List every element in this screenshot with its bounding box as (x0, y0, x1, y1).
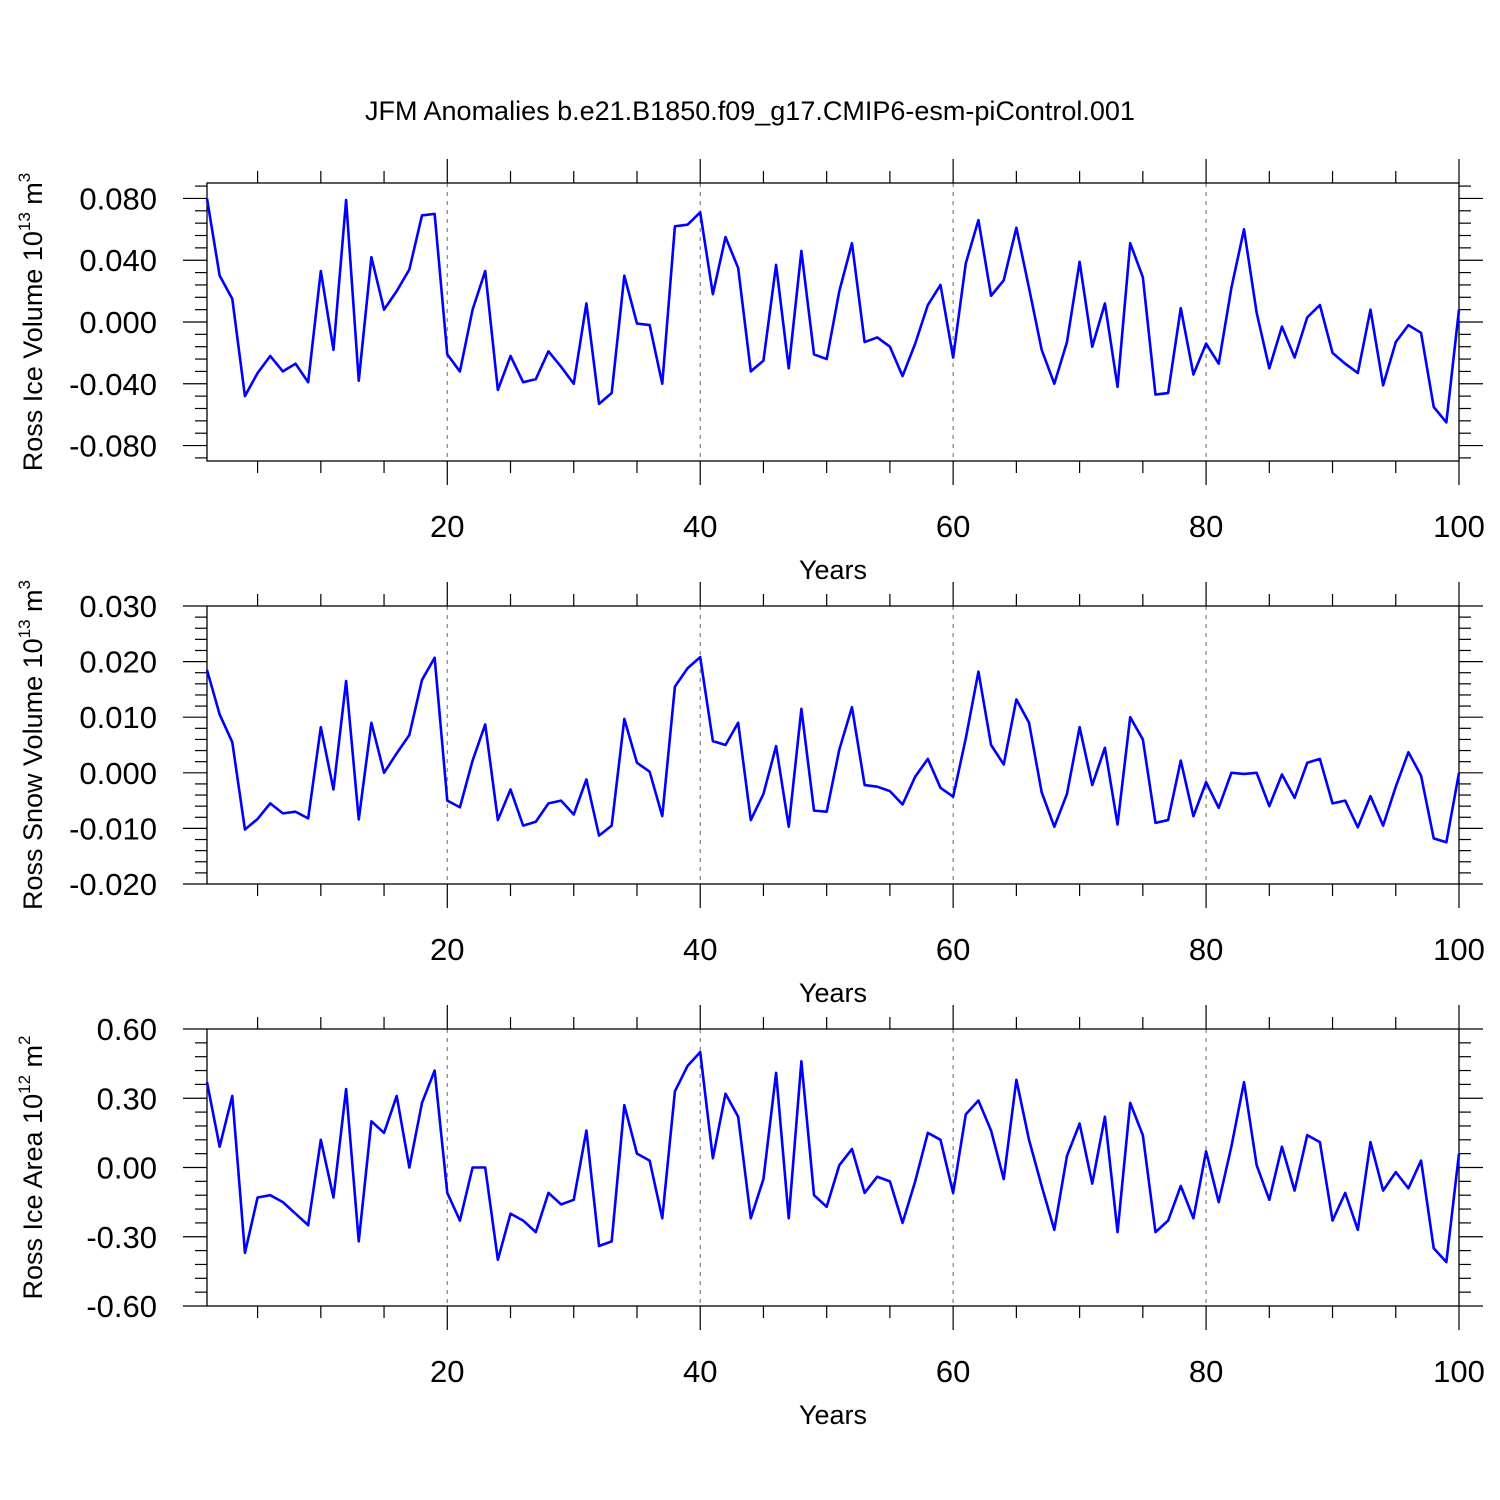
chart-panel-2: 0.030 0.020 0.010 0.000 -0.010 -0.020 20 40 60 80… (15, 580, 1485, 1008)
x-tick-label-80: 80 (1189, 509, 1223, 544)
y-tick-label-m0p01: -0.010 (69, 811, 157, 846)
y-axis-title-base: Ross Ice Volume 10 (18, 231, 48, 471)
y-tick-label-m0p6: -0.60 (86, 1289, 157, 1324)
x-tick-label-40: 40 (683, 932, 717, 967)
y-tick-label-m0p08: -0.080 (69, 429, 157, 464)
x-tick-label-100: 100 (1433, 509, 1485, 544)
chart-panel-1: 0.080 0.040 0.000 -0.040 -0.080 20 40 60 80 100 Ye… (15, 159, 1485, 585)
plot-frame (206, 1028, 1460, 1307)
series-line-ross-ice-area (205, 1050, 1461, 1264)
x-axis-title: Years (799, 978, 867, 1008)
chart-panel-3: 0.60 0.30 0.00 -0.30 -0.60 20 40 60 80 100 Years Ro… (15, 1005, 1485, 1430)
x-tick-label-40: 40 (683, 509, 717, 544)
y-axis-title-exponent: 13 (15, 212, 34, 231)
x-axis-title: Years (799, 1400, 867, 1430)
y-axis-title: Ross Snow Volume 1013 m3 (15, 580, 48, 910)
series-line-ross-ice-volume (205, 198, 1461, 424)
y-tick-label-0p08: 0.080 (79, 181, 157, 216)
y-axis-title-base: Ross Ice Area 10 (18, 1094, 48, 1300)
chart-title: JFM Anomalies b.e21.B1850.f09_g17.CMIP6-… (365, 96, 1135, 126)
x-tick-label-60: 60 (936, 509, 970, 544)
y-axis-title-unit-exponent: 3 (15, 173, 34, 182)
x-tick-label-60: 60 (936, 1354, 970, 1389)
x-axis-title: Years (799, 555, 867, 585)
y-tick-label-0p6: 0.60 (97, 1012, 157, 1047)
y-tick-label-0p3: 0.30 (97, 1081, 157, 1116)
x-tick-label-100: 100 (1433, 1354, 1485, 1389)
y-tick-label-0p01: 0.010 (79, 700, 157, 735)
y-tick-label-0: 0.00 (97, 1151, 157, 1186)
x-tick-label-20: 20 (430, 509, 464, 544)
x-tick-label-100: 100 (1433, 932, 1485, 967)
y-tick-label-0p03: 0.030 (79, 589, 157, 624)
y-axis-title: Ross Ice Volume 1013 m3 (15, 173, 48, 472)
y-tick-label-m0p04: -0.040 (69, 367, 157, 402)
x-tick-label-20: 20 (430, 1354, 464, 1389)
y-axis-title-unit: m (18, 589, 48, 619)
x-tick-label-80: 80 (1189, 932, 1223, 967)
y-axis-title-unit: m (18, 182, 48, 212)
chart-panels: 0.080 0.040 0.000 -0.040 -0.080 20 40 60 80 100 Ye… (15, 159, 1485, 1430)
y-tick-label-0: 0.000 (79, 756, 157, 791)
y-axis-title-exponent: 13 (15, 619, 34, 638)
x-tick-label-20: 20 (430, 932, 464, 967)
y-axis-title-exponent: 12 (15, 1075, 34, 1094)
y-axis-title-unit: m (18, 1045, 48, 1075)
y-axis-title: Ross Ice Area 1012 m2 (15, 1035, 48, 1299)
y-tick-label-m0p3: -0.30 (86, 1220, 157, 1255)
series-line-ross-snow-volume (205, 655, 1461, 844)
x-tick-label-40: 40 (683, 1354, 717, 1389)
y-tick-label-0p02: 0.020 (79, 645, 157, 680)
x-tick-label-60: 60 (936, 932, 970, 967)
y-tick-label-0: 0.000 (79, 305, 157, 340)
y-tick-label-m0p02: -0.020 (69, 867, 157, 902)
y-axis-title-unit-exponent: 3 (15, 580, 34, 589)
y-axis-title-unit-exponent: 2 (15, 1035, 34, 1044)
x-tick-label-80: 80 (1189, 1354, 1223, 1389)
y-tick-label-0p04: 0.040 (79, 243, 157, 278)
plot-frame (206, 605, 1460, 885)
y-axis-title-base: Ross Snow Volume 10 (18, 638, 48, 910)
